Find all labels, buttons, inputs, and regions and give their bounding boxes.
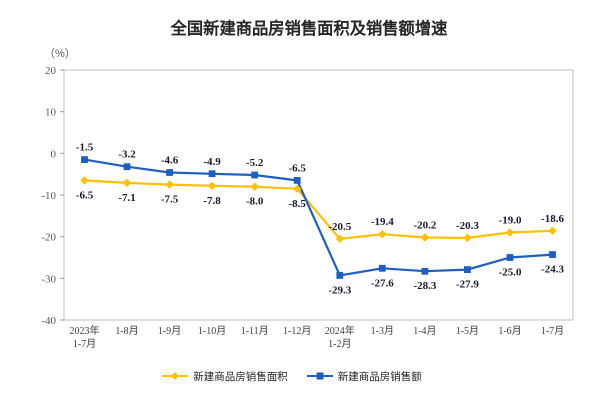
svg-text:-27.9: -27.9 bbox=[456, 279, 479, 291]
svg-text:-5.2: -5.2 bbox=[246, 157, 264, 169]
svg-text:-3.2: -3.2 bbox=[118, 149, 136, 161]
svg-text:-19.0: -19.0 bbox=[499, 215, 522, 227]
svg-text:1-6月: 1-6月 bbox=[498, 325, 521, 337]
svg-text:-20: -20 bbox=[41, 232, 56, 244]
svg-text:1-11月: 1-11月 bbox=[241, 325, 269, 337]
svg-text:-20.5: -20.5 bbox=[328, 221, 351, 233]
svg-text:10: 10 bbox=[45, 107, 57, 119]
svg-text:-40: -40 bbox=[41, 315, 56, 327]
svg-text:-7.5: -7.5 bbox=[161, 194, 179, 206]
svg-text:-1.5: -1.5 bbox=[76, 142, 94, 154]
svg-text:2024年: 2024年 bbox=[325, 324, 355, 337]
svg-text:-10: -10 bbox=[41, 190, 56, 202]
svg-text:-27.6: -27.6 bbox=[371, 277, 394, 289]
svg-text:-19.4: -19.4 bbox=[371, 216, 394, 228]
svg-text:-6.5: -6.5 bbox=[288, 162, 306, 174]
svg-text:-25.0: -25.0 bbox=[499, 267, 522, 279]
svg-text:-30: -30 bbox=[41, 273, 56, 285]
svg-text:-20.2: -20.2 bbox=[413, 220, 436, 232]
svg-text:1-8月: 1-8月 bbox=[115, 325, 138, 337]
svg-text:1-7月: 1-7月 bbox=[73, 338, 96, 350]
svg-text:-7.8: -7.8 bbox=[203, 195, 221, 207]
svg-text:-29.3: -29.3 bbox=[328, 284, 351, 296]
svg-text:1-7月: 1-7月 bbox=[541, 325, 564, 337]
svg-text:1-2月: 1-2月 bbox=[328, 338, 351, 350]
svg-text:-4.6: -4.6 bbox=[161, 155, 179, 167]
svg-text:1-3月: 1-3月 bbox=[371, 325, 394, 337]
svg-text:-8.0: -8.0 bbox=[246, 196, 264, 208]
svg-text:-28.3: -28.3 bbox=[413, 280, 436, 292]
svg-text:-4.9: -4.9 bbox=[203, 156, 221, 168]
svg-text:0: 0 bbox=[51, 148, 57, 160]
svg-text:-20.3: -20.3 bbox=[456, 220, 479, 232]
svg-text:1-12月: 1-12月 bbox=[283, 325, 311, 337]
svg-text:1-4月: 1-4月 bbox=[413, 325, 436, 337]
svg-text:1-10月: 1-10月 bbox=[198, 325, 226, 337]
svg-text:1-9月: 1-9月 bbox=[158, 325, 181, 337]
svg-text:-6.5: -6.5 bbox=[76, 189, 94, 201]
svg-text:1-5月: 1-5月 bbox=[456, 325, 479, 337]
svg-text:-24.3: -24.3 bbox=[541, 264, 564, 276]
svg-text:20: 20 bbox=[45, 65, 57, 77]
svg-text:-18.6: -18.6 bbox=[541, 213, 564, 225]
svg-text:-7.1: -7.1 bbox=[118, 192, 135, 204]
svg-text:-8.5: -8.5 bbox=[288, 198, 306, 210]
svg-text:2023年: 2023年 bbox=[70, 324, 100, 337]
